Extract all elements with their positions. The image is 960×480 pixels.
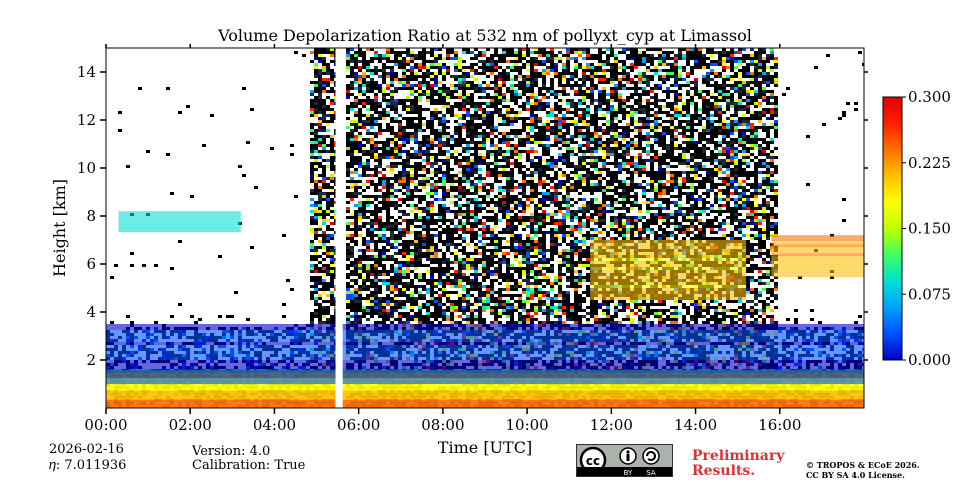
x-tick-label: 16:00 <box>758 416 801 434</box>
data-gap <box>335 48 343 408</box>
calibration-text: Calibration: True <box>192 458 306 473</box>
colorbar-tick-label: 0.225 <box>908 154 951 172</box>
date-text: 2026-02-16 <box>49 442 124 457</box>
plot-frame <box>105 47 865 409</box>
y-axis: 2 4 6 8 10 12 14 <box>77 63 868 369</box>
y-tick-label: 2 <box>86 351 96 369</box>
colorbar-tick-label: 0.075 <box>908 285 951 303</box>
y-tick-label: 8 <box>86 207 96 225</box>
y-tick-label: 6 <box>86 255 96 273</box>
copyright-line2: CC BY SA 4.0 License. <box>806 470 905 480</box>
y-tick-label: 14 <box>77 63 96 81</box>
cc-license-badge: cc BY SA <box>576 444 673 477</box>
sa-icon <box>642 447 660 465</box>
colorbar-ticks: 0.000 0.075 0.150 0.225 0.300 <box>902 88 951 369</box>
y-tick-label: 4 <box>86 303 96 321</box>
copyright-line1: © TROPOS & ECoE 2026. <box>806 460 920 470</box>
x-tick-label: 02:00 <box>169 416 212 434</box>
x-tick-label: 04:00 <box>253 416 296 434</box>
y-tick-label: 10 <box>77 159 96 177</box>
y-tick-label: 12 <box>77 111 96 129</box>
preliminary-label-line1: Preliminary <box>692 448 785 464</box>
chart-title: Volume Depolarization Ratio at 532 nm of… <box>217 26 752 45</box>
heatmap <box>106 48 864 408</box>
colorbar-tick-label: 0.150 <box>908 220 951 238</box>
x-axis: 00:00 02:00 04:00 06:00 08:00 10:00 12:00 14:00… <box>84 44 801 434</box>
cc-logo-icon: cc <box>579 446 660 474</box>
eta-text: 𝜂: 7.011936 <box>49 458 127 473</box>
x-tick-label: 12:00 <box>590 416 633 434</box>
preliminary-label-line2: Results. <box>692 463 756 479</box>
version-text: Version: 4.0 <box>192 444 271 459</box>
colorbar <box>882 96 903 361</box>
y-axis-label: Height [km] <box>50 179 69 277</box>
x-tick-label: 10:00 <box>505 416 548 434</box>
x-tick-label: 08:00 <box>421 416 464 434</box>
colorbar-tick-label: 0.300 <box>908 88 951 106</box>
colorbar-tick-label: 0.000 <box>908 351 951 369</box>
x-tick-label: 14:00 <box>674 416 717 434</box>
x-tick-label: 00:00 <box>84 416 127 434</box>
x-axis-label: Time [UTC] <box>438 438 532 457</box>
x-tick-label: 06:00 <box>337 416 380 434</box>
